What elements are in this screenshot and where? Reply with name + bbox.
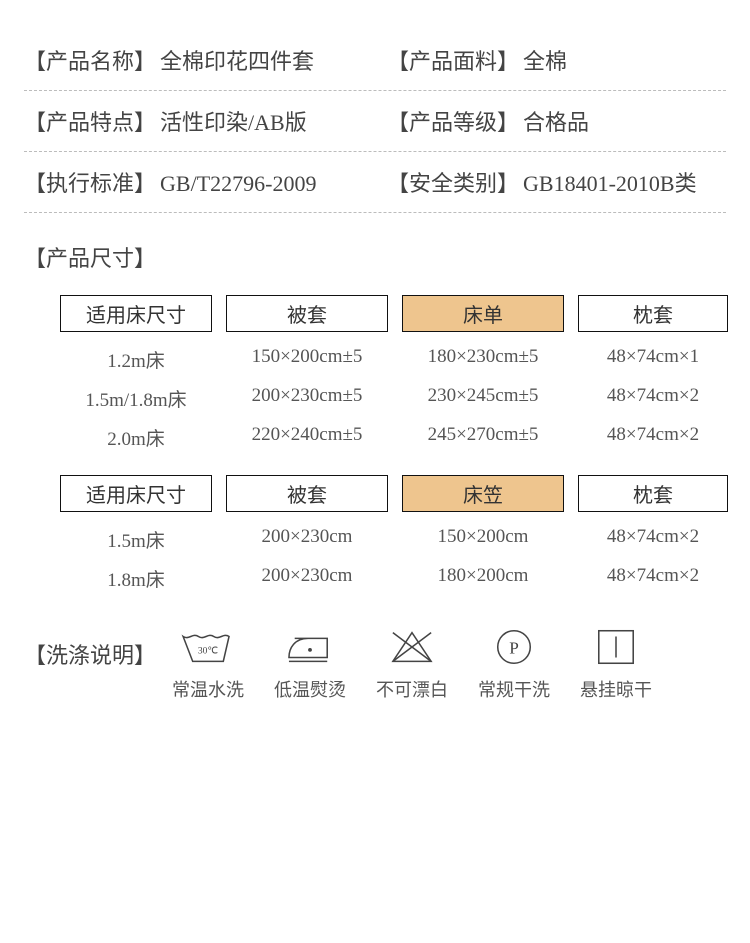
wash-basin-icon: 30℃ <box>177 624 239 670</box>
th-fitted: 床笠 <box>402 475 564 512</box>
th-pillow: 枕套 <box>578 475 728 512</box>
table-header-row: 适用床尺寸 被套 床笠 枕套 <box>60 475 726 512</box>
spec-value: 活性印染/AB版 <box>160 105 307 137</box>
th-pillow: 枕套 <box>578 295 728 332</box>
wash-label: 常温水洗 <box>172 676 244 702</box>
spec-value: 全棉印花四件套 <box>160 44 314 76</box>
table-row: 1.2m床 150×200cm±5 180×230cm±5 48×74cm×1 <box>60 340 726 379</box>
spec-row-name: 【产品名称】 全棉印花四件套 <box>24 30 363 90</box>
no-bleach-icon <box>381 624 443 670</box>
cell: 180×230cm±5 <box>402 346 564 373</box>
cell: 230×245cm±5 <box>402 385 564 412</box>
spec-row-grade: 【产品等级】 合格品 <box>387 91 726 151</box>
cell: 150×200cm±5 <box>226 346 388 373</box>
cell: 1.2m床 <box>60 346 212 373</box>
spec-label: 【产品等级】 <box>387 105 519 137</box>
svg-text:P: P <box>509 639 519 658</box>
th-bed-size: 适用床尺寸 <box>60 295 212 332</box>
spec-value: 合格品 <box>523 105 589 137</box>
wash-item-hang-dry: 悬挂晾干 <box>580 624 652 702</box>
table-row: 1.8m床 200×230cm 180×200cm 48×74cm×2 <box>60 559 726 598</box>
iron-icon <box>279 624 341 670</box>
spec-grid: 【产品名称】 全棉印花四件套 【产品面料】 全棉 【产品特点】 活性印染/AB版… <box>24 30 726 213</box>
wash-title: 【洗涤说明】 <box>24 624 156 670</box>
cell: 200×230cm <box>226 526 388 553</box>
wash-icons: 30℃ 常温水洗 低温熨烫 <box>172 624 652 702</box>
cell: 1.5m床 <box>60 526 212 553</box>
divider <box>24 212 726 213</box>
wash-item-no-bleach: 不可漂白 <box>376 624 448 702</box>
spec-label: 【产品名称】 <box>24 44 156 76</box>
spec-label: 【产品特点】 <box>24 105 156 137</box>
cell: 180×200cm <box>402 565 564 592</box>
spec-row-material: 【产品面料】 全棉 <box>387 30 726 90</box>
wash-label: 不可漂白 <box>376 676 448 702</box>
cell: 2.0m床 <box>60 424 212 451</box>
th-sheet: 床单 <box>402 295 564 332</box>
cell: 1.5m/1.8m床 <box>60 385 212 412</box>
spec-row-feature: 【产品特点】 活性印染/AB版 <box>24 91 363 151</box>
th-bed-size: 适用床尺寸 <box>60 475 212 512</box>
spec-value: GB18401-2010B类 <box>523 166 697 198</box>
spec-value: GB/T22796-2009 <box>160 171 316 197</box>
spec-label: 【执行标准】 <box>24 166 156 198</box>
cell: 1.8m床 <box>60 565 212 592</box>
cell: 200×230cm±5 <box>226 385 388 412</box>
cell: 48×74cm×2 <box>578 424 728 451</box>
cell: 150×200cm <box>402 526 564 553</box>
th-duvet: 被套 <box>226 295 388 332</box>
table-row: 2.0m床 220×240cm±5 245×270cm±5 48×74cm×2 <box>60 418 726 457</box>
cell: 220×240cm±5 <box>226 424 388 451</box>
spec-label: 【安全类别】 <box>387 166 519 198</box>
wash-label: 悬挂晾干 <box>580 676 652 702</box>
wash-item-iron-low: 低温熨烫 <box>274 624 346 702</box>
spec-row-standard: 【执行标准】 GB/T22796-2009 <box>24 152 363 212</box>
size-section-title: 【产品尺寸】 <box>24 241 726 273</box>
th-duvet: 被套 <box>226 475 388 512</box>
size-table-fitted: 适用床尺寸 被套 床笠 枕套 1.5m床 200×230cm 150×200cm… <box>60 475 726 598</box>
size-table-sheet: 适用床尺寸 被套 床单 枕套 1.2m床 150×200cm±5 180×230… <box>60 295 726 457</box>
wash-label: 低温熨烫 <box>274 676 346 702</box>
cell: 48×74cm×2 <box>578 385 728 412</box>
wash-item-30c: 30℃ 常温水洗 <box>172 624 244 702</box>
table-header-row: 适用床尺寸 被套 床单 枕套 <box>60 295 726 332</box>
svg-text:30℃: 30℃ <box>198 646 219 657</box>
table-row: 1.5m/1.8m床 200×230cm±5 230×245cm±5 48×74… <box>60 379 726 418</box>
table-row: 1.5m床 200×230cm 150×200cm 48×74cm×2 <box>60 520 726 559</box>
wash-item-dryclean: P 常规干洗 <box>478 624 550 702</box>
cell: 245×270cm±5 <box>402 424 564 451</box>
cell: 200×230cm <box>226 565 388 592</box>
hang-dry-icon <box>585 624 647 670</box>
wash-label: 常规干洗 <box>478 676 550 702</box>
cell: 48×74cm×1 <box>578 346 728 373</box>
wash-section: 【洗涤说明】 30℃ 常温水洗 <box>24 624 726 702</box>
spec-label: 【产品面料】 <box>387 44 519 76</box>
dryclean-p-icon: P <box>483 624 545 670</box>
cell: 48×74cm×2 <box>578 526 728 553</box>
cell: 48×74cm×2 <box>578 565 728 592</box>
product-spec-sheet: 【产品名称】 全棉印花四件套 【产品面料】 全棉 【产品特点】 活性印染/AB版… <box>0 0 750 742</box>
spec-value: 全棉 <box>523 44 567 76</box>
spec-row-safety: 【安全类别】 GB18401-2010B类 <box>387 152 726 212</box>
